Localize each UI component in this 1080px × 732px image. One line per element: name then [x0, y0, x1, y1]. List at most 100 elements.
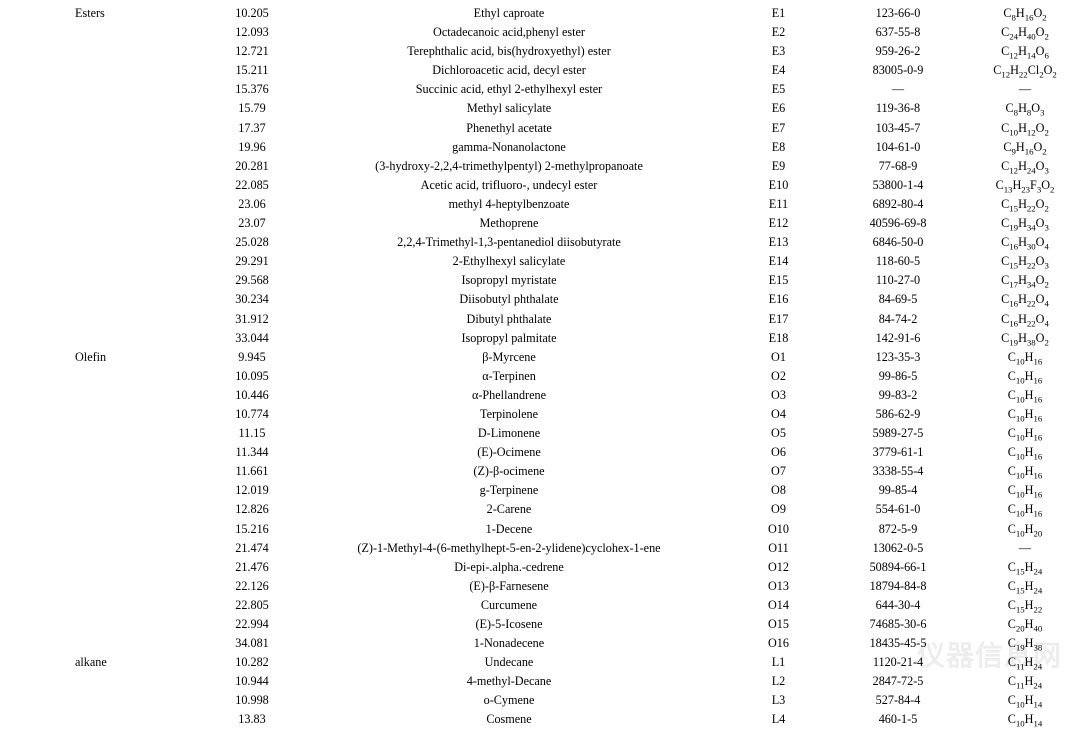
cell-compound-name: (Z)-β-ocimene: [293, 462, 725, 481]
cell-code: E14: [725, 252, 832, 271]
cell-category: [10, 214, 211, 233]
cell-compound-name: Ethyl caproate: [293, 4, 725, 23]
table-row: 29.568Isopropyl myristateE15110-27-0C17H…: [10, 271, 1080, 290]
cell-formula: C16H22O4: [964, 290, 1080, 309]
table-row: 17.37Phenethyl acetateE7103-45-7C10H12O2…: [10, 119, 1080, 138]
cell-cas: 142-91-6: [832, 329, 964, 348]
table-row: 22.085Acetic acid, trifluoro-, undecyl e…: [10, 176, 1080, 195]
cell-cas: 637-55-8: [832, 23, 964, 42]
cell-retention-time: 21.474: [211, 539, 293, 558]
cell-cas: 99-85-4: [832, 481, 964, 500]
cell-code: E7: [725, 119, 832, 138]
cell-category: [10, 138, 211, 157]
cell-retention-time: 29.568: [211, 271, 293, 290]
cell-formula: C15H22: [964, 596, 1080, 615]
cell-cas: 872-5-9: [832, 520, 964, 539]
cell-cas: 123-66-0: [832, 4, 964, 23]
cell-formula: C16H30O4: [964, 233, 1080, 252]
cell-compound-name: 2-Ethylhexyl salicylate: [293, 252, 725, 271]
cell-code: O8: [725, 481, 832, 500]
cell-code: E10: [725, 176, 832, 195]
cell-cas: 110-27-0: [832, 271, 964, 290]
cell-category: [10, 577, 211, 596]
cell-formula: C10H16: [964, 481, 1080, 500]
cell-code: E18: [725, 329, 832, 348]
cell-compound-name: methyl 4-heptylbenzoate: [293, 195, 725, 214]
cell-category: [10, 481, 211, 500]
cell-retention-time: 10.998: [211, 691, 293, 710]
table-row: 23.06methyl 4-heptylbenzoateE116892-80-4…: [10, 195, 1080, 214]
cell-compound-name: Dichloroacetic acid, decyl ester: [293, 61, 725, 80]
cell-formula: C16H22O4: [964, 310, 1080, 329]
table-row: 34.0811-NonadeceneO1618435-45-5C19H3875: [10, 634, 1080, 653]
table-row: 30.234Diisobutyl phthalateE1684-69-5C16H…: [10, 290, 1080, 309]
table-row: 11.344(E)-OcimeneO63779-61-1C10H1696: [10, 443, 1080, 462]
cell-code: O4: [725, 405, 832, 424]
cell-formula: C12H24O3: [964, 157, 1080, 176]
table-row: 31.912Dibutyl phthalateE1784-74-2C16H22O…: [10, 310, 1080, 329]
cell-formula: C10H16: [964, 405, 1080, 424]
cell-retention-time: 19.96: [211, 138, 293, 157]
cell-compound-name: Terpinolene: [293, 405, 725, 424]
cell-code: E11: [725, 195, 832, 214]
cell-code: E2: [725, 23, 832, 42]
cell-cas: 83005-0-9: [832, 61, 964, 80]
table-row: 23.07MethopreneE1240596-69-8C19H34O365: [10, 214, 1080, 233]
cell-compound-name: Octadecanoic acid,phenyl ester: [293, 23, 725, 42]
cell-retention-time: 31.912: [211, 310, 293, 329]
cell-compound-name: Terephthalic acid, bis(hydroxyethyl) est…: [293, 42, 725, 61]
cell-cas: 586-62-9: [832, 405, 964, 424]
cell-retention-time: 10.774: [211, 405, 293, 424]
cell-code: E8: [725, 138, 832, 157]
cell-cas: 99-83-2: [832, 386, 964, 405]
cell-code: L1: [725, 653, 832, 672]
cell-category: [10, 310, 211, 329]
cell-code: O16: [725, 634, 832, 653]
cell-category: [10, 195, 211, 214]
cell-code: E6: [725, 99, 832, 118]
cell-cas: 40596-69-8: [832, 214, 964, 233]
table-row: 12.8262-CareneO9554-61-0C10H1693: [10, 500, 1080, 519]
cell-formula: C24H40O2: [964, 23, 1080, 42]
cell-retention-time: 23.06: [211, 195, 293, 214]
table-row: alkane10.282UndecaneL11120-21-4C11H2491: [10, 653, 1080, 672]
cell-formula: C10H16: [964, 367, 1080, 386]
cell-formula: —: [964, 539, 1080, 558]
cell-code: O9: [725, 500, 832, 519]
cell-cas: 1120-21-4: [832, 653, 964, 672]
table-page: Esters10.205Ethyl caproateE1123-66-0C8H1…: [0, 0, 1080, 732]
cell-compound-name: Dibutyl phthalate: [293, 310, 725, 329]
cell-code: E13: [725, 233, 832, 252]
cell-cas: 6892-80-4: [832, 195, 964, 214]
cell-retention-time: 33.044: [211, 329, 293, 348]
cell-cas: 18435-45-5: [832, 634, 964, 653]
cell-category: [10, 558, 211, 577]
cell-compound-name: Curcumene: [293, 596, 725, 615]
cell-compound-name: Diisobutyl phthalate: [293, 290, 725, 309]
cell-retention-time: 11.344: [211, 443, 293, 462]
cell-code: O12: [725, 558, 832, 577]
table-row: Esters10.205Ethyl caproateE1123-66-0C8H1…: [10, 4, 1080, 23]
cell-compound-name: (3-hydroxy-2,2,4-trimethylpentyl) 2-meth…: [293, 157, 725, 176]
cell-compound-name: Methoprene: [293, 214, 725, 233]
cell-formula: C10H14: [964, 710, 1080, 729]
cell-retention-time: 15.79: [211, 99, 293, 118]
table-row: 22.994(E)-5-IcoseneO1574685-30-6C20H4090: [10, 615, 1080, 634]
cell-compound-name: Di-epi-.alpha.-cedrene: [293, 558, 725, 577]
cell-category: Olefin: [10, 348, 211, 367]
cell-formula: C19H34O3: [964, 214, 1080, 233]
cell-compound-name: β-Myrcene: [293, 348, 725, 367]
cell-formula: C12H14O6: [964, 42, 1080, 61]
table-row: 12.093Octadecanoic acid,phenyl esterE263…: [10, 23, 1080, 42]
cell-category: [10, 290, 211, 309]
cell-retention-time: 23.07: [211, 214, 293, 233]
cell-compound-name: Phenethyl acetate: [293, 119, 725, 138]
cell-code: L2: [725, 672, 832, 691]
cell-category: [10, 462, 211, 481]
cell-formula: C15H24: [964, 558, 1080, 577]
cell-formula: C10H16: [964, 500, 1080, 519]
cell-formula: C15H22O3: [964, 252, 1080, 271]
cell-cas: 460-1-5: [832, 710, 964, 729]
compound-table: Esters10.205Ethyl caproateE1123-66-0C8H1…: [10, 4, 1080, 732]
cell-retention-time: 20.281: [211, 157, 293, 176]
